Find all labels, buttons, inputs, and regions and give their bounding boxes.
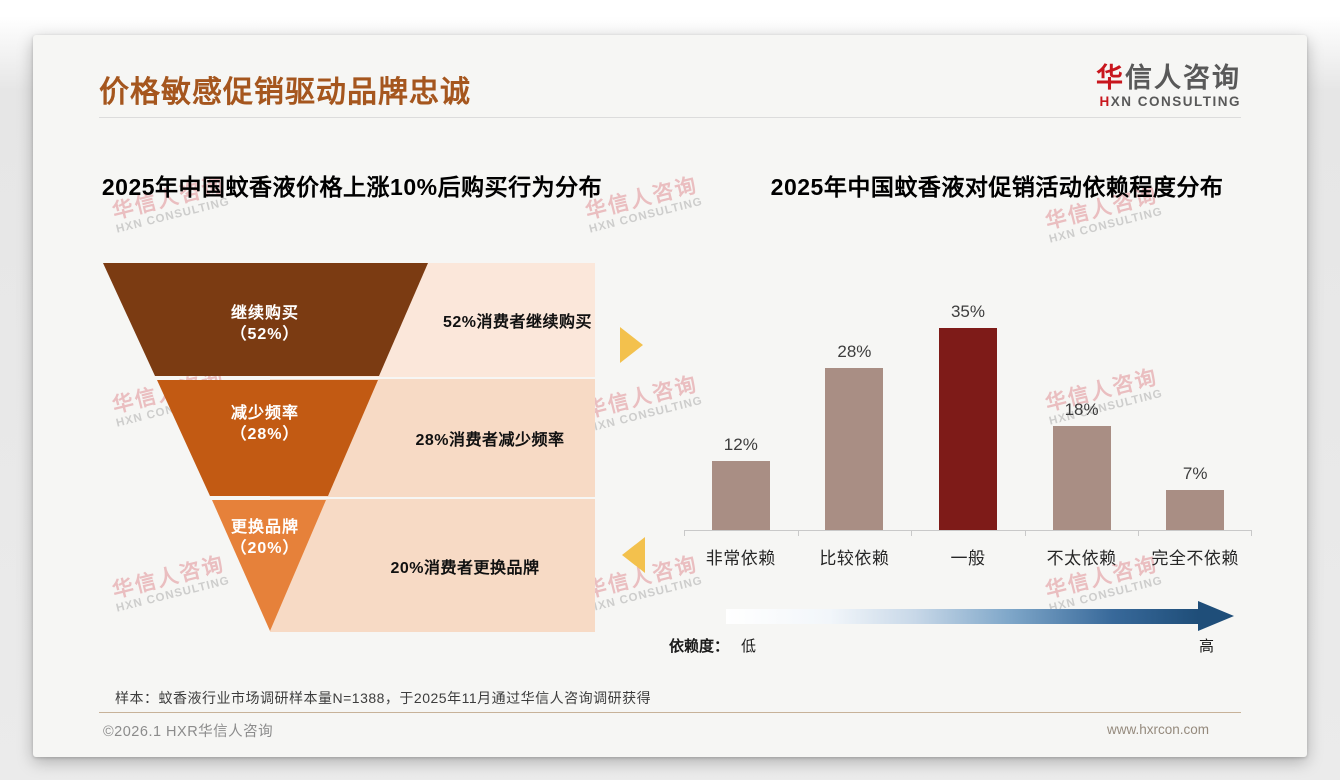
watermark-en: HXN CONSULTING bbox=[587, 574, 705, 615]
arrow-right-icon bbox=[620, 327, 643, 363]
axis-tick bbox=[797, 531, 799, 536]
website-text: www.hxrcon.com bbox=[1106, 722, 1209, 737]
funnel-segment-label-1: 继续购买 （52%） bbox=[230, 305, 300, 343]
axis-tick bbox=[911, 531, 913, 536]
brand-logo-en: HXN CONSULTING bbox=[1099, 94, 1241, 109]
funnel-segment-1 bbox=[103, 263, 428, 376]
x-axis bbox=[684, 530, 1252, 536]
watermark-en: HXN CONSULTING bbox=[1047, 205, 1165, 246]
bar bbox=[1166, 490, 1225, 530]
page-title: 价格敏感促销驱动品牌忠诚 bbox=[99, 76, 471, 109]
category-label: 完全不依赖 bbox=[1151, 549, 1239, 568]
bar-column: 28% bbox=[798, 342, 912, 530]
category-label: 一般 bbox=[950, 549, 986, 568]
x-axis-labels: 非常依赖 比较依赖 一般 不太依赖 完全不依赖 bbox=[684, 544, 1252, 569]
funnel-segment-label-2: 减少频率 （28%） bbox=[230, 405, 300, 443]
bar-value-label: 28% bbox=[837, 342, 872, 361]
bar-column: 7% bbox=[1138, 464, 1252, 530]
funnel-segment-2 bbox=[157, 380, 378, 496]
bar-column: 18% bbox=[1025, 400, 1139, 530]
axis-tick bbox=[1024, 531, 1026, 536]
bar-column: 12% bbox=[684, 435, 798, 530]
bar-value-label: 7% bbox=[1182, 464, 1208, 483]
funnel-chart-title: 2025年中国蚊香液价格上涨10%后购买行为分布 bbox=[101, 174, 603, 200]
axis-tick bbox=[1138, 531, 1140, 536]
bar-chart-title: 2025年中国蚊香液对促销活动依赖程度分布 bbox=[770, 174, 1224, 200]
bar bbox=[938, 328, 997, 530]
funnel-shape bbox=[103, 263, 428, 631]
dependency-gradient-bar bbox=[726, 609, 1198, 624]
funnel-segment-label-3: 更换品牌 （20%） bbox=[230, 519, 300, 557]
category-label: 不太依赖 bbox=[1046, 549, 1117, 568]
dependency-axis-low: 低 bbox=[741, 638, 757, 655]
bar-value-label: 35% bbox=[950, 302, 985, 321]
bar-value-label: 18% bbox=[1064, 400, 1099, 419]
bar-column: 35% bbox=[911, 302, 1025, 530]
brand-logo-cn: 华信人咨询 bbox=[1096, 63, 1241, 93]
bar-plot-area: 12% 28% 35% 18% 7% bbox=[684, 295, 1252, 530]
bar bbox=[1052, 426, 1111, 530]
slide-card: 华信人咨询 HXN CONSULTING 华信人咨询 HXN CONSULTING 华信… bbox=[33, 35, 1307, 757]
bar bbox=[711, 461, 770, 530]
category-label: 非常依赖 bbox=[705, 549, 776, 568]
bar-value-label: 12% bbox=[723, 435, 758, 454]
title-divider bbox=[99, 117, 1241, 118]
footer-divider bbox=[99, 712, 1241, 713]
axis-tick bbox=[1251, 531, 1252, 536]
axis-tick bbox=[684, 531, 685, 536]
funnel-chart: 52%消费者继续购买 28%消费者减少频率 20%消费者更换品牌 继续购买 （52… bbox=[103, 263, 595, 632]
dependency-axis-high: 高 bbox=[1199, 638, 1215, 655]
dependency-gradient-arrowhead-icon bbox=[1198, 601, 1234, 631]
sample-note: 样本：蚊香液行业市场调研样本量N=1388，于2025年11月通过华信人咨询调研… bbox=[115, 690, 652, 706]
dependency-axis-label: 依赖度： bbox=[669, 638, 730, 655]
bar bbox=[825, 368, 884, 530]
copyright-text: ©2026.1 HXR华信人咨询 bbox=[103, 724, 274, 740]
funnel-annotation-row-3: 20%消费者更换品牌 bbox=[270, 499, 595, 632]
arrow-left-icon bbox=[622, 537, 645, 573]
category-label: 比较依赖 bbox=[819, 549, 890, 568]
funnel-segment-3 bbox=[212, 500, 326, 631]
brand-logo: 华信人咨询 HXN CONSULTING bbox=[1096, 63, 1241, 110]
dependency-bar-chart: 12% 28% 35% 18% 7% 非常依赖 比较依赖 一般 不太依赖 完全不依赖 bbox=[684, 295, 1252, 569]
